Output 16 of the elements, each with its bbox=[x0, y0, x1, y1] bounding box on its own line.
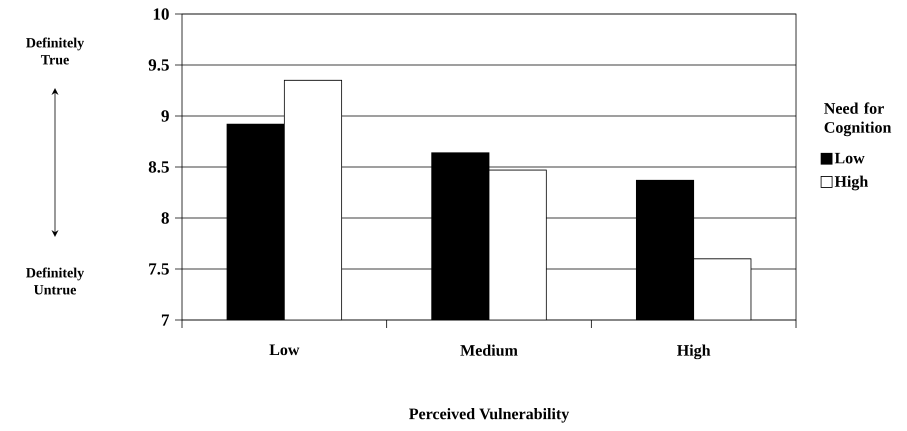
x-tick-label: High bbox=[677, 344, 710, 360]
y-tick-label: 8 bbox=[162, 212, 169, 224]
text: Definitely True bbox=[26, 37, 84, 65]
y-tick-label: 8.5 bbox=[148, 161, 169, 173]
y-tick-label: 9 bbox=[161, 110, 169, 122]
legend-label: Low bbox=[834, 152, 865, 164]
y-tick-label: 7.5 bbox=[149, 263, 169, 275]
text: Definitely Untrue bbox=[26, 267, 84, 295]
legend-label: High bbox=[834, 176, 868, 190]
y-tick-label: 9.5 bbox=[148, 59, 169, 71]
legend-title: Need for Cognition bbox=[824, 102, 892, 136]
y-tick-label: 7 bbox=[162, 314, 170, 326]
x-axis-title: Perceived Vulnerability bbox=[409, 408, 570, 423]
x-tick-label: Low bbox=[270, 344, 300, 356]
x-tick-label: Medium bbox=[460, 344, 518, 356]
y-tick-label: 10 bbox=[154, 8, 169, 20]
